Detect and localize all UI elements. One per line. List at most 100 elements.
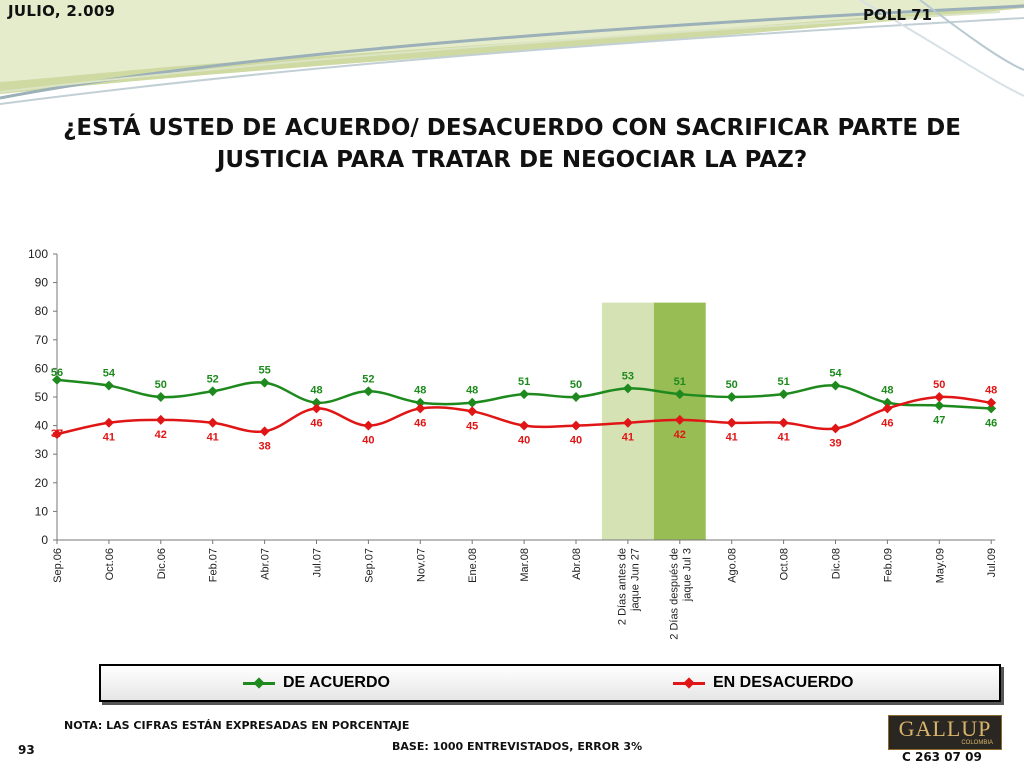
y-tick-label: 80 — [35, 304, 49, 318]
data-label-de-acuerdo: 53 — [622, 370, 634, 382]
data-label-en-desacuerdo: 46 — [881, 417, 893, 429]
page-number: 93 — [18, 743, 35, 757]
y-tick-label: 50 — [35, 390, 49, 404]
x-tick-label: Abr.08 — [571, 548, 583, 580]
legend-marker-en-desacuerdo — [673, 681, 705, 685]
data-label-en-desacuerdo: 37 — [51, 428, 63, 440]
y-tick-label: 100 — [28, 247, 48, 261]
data-label-de-acuerdo: 54 — [103, 368, 116, 380]
data-point-de-acuerdo — [830, 380, 841, 391]
y-tick-label: 40 — [35, 419, 49, 433]
data-label-en-desacuerdo: 46 — [414, 417, 426, 429]
data-point-en-desacuerdo — [207, 417, 218, 428]
data-label-en-desacuerdo: 41 — [622, 432, 634, 444]
data-label-en-desacuerdo: 41 — [103, 432, 115, 444]
data-point-de-acuerdo — [259, 377, 270, 388]
y-tick-label: 10 — [35, 504, 49, 518]
x-tick-label: Jul.09 — [986, 548, 998, 577]
data-label-en-desacuerdo: 46 — [310, 417, 322, 429]
data-point-en-desacuerdo — [311, 403, 322, 414]
footnote: NOTA: LAS CIFRAS ESTÁN EXPRESADAS EN POR… — [64, 719, 410, 732]
data-point-en-desacuerdo — [155, 414, 166, 425]
data-point-de-acuerdo — [571, 392, 581, 402]
data-point-en-desacuerdo — [467, 406, 478, 417]
data-label-en-desacuerdo: 41 — [726, 432, 738, 444]
x-tick-label: Dic.08 — [831, 548, 843, 579]
y-tick-label: 0 — [41, 533, 48, 547]
data-label-en-desacuerdo: 45 — [466, 420, 478, 432]
x-tick-label: Ago.08 — [727, 548, 739, 583]
data-point-de-acuerdo — [467, 397, 478, 408]
data-point-en-desacuerdo — [986, 397, 997, 408]
data-label-de-acuerdo: 47 — [933, 415, 945, 427]
data-point-en-desacuerdo — [571, 420, 581, 431]
data-label-de-acuerdo: 48 — [466, 385, 478, 397]
y-tick-label: 30 — [35, 447, 49, 461]
data-label-de-acuerdo: 48 — [414, 385, 426, 397]
data-point-de-acuerdo — [934, 400, 945, 411]
y-tick-label: 90 — [35, 276, 49, 290]
x-tick-label: Sep.07 — [363, 548, 375, 583]
data-point-de-acuerdo — [986, 403, 997, 414]
data-label-en-desacuerdo: 42 — [155, 429, 167, 441]
x-tick-label: Feb.07 — [208, 548, 220, 582]
legend-item-en-desacuerdo: EN DESACUERDO — [673, 672, 853, 694]
data-point-de-acuerdo — [155, 392, 166, 402]
data-label-de-acuerdo: 52 — [362, 373, 374, 385]
data-label-de-acuerdo: 51 — [777, 376, 789, 388]
x-tick-label: Abr.07 — [260, 548, 272, 580]
x-tick-label: 2 Días antes de — [616, 548, 628, 625]
data-label-en-desacuerdo: 42 — [674, 429, 686, 441]
data-point-en-desacuerdo — [882, 403, 893, 414]
data-point-en-desacuerdo — [934, 392, 945, 402]
data-label-de-acuerdo: 48 — [881, 385, 893, 397]
data-point-de-acuerdo — [882, 397, 893, 408]
data-label-de-acuerdo: 54 — [829, 368, 842, 380]
data-point-de-acuerdo — [103, 380, 114, 391]
x-tick-label: Nov.07 — [415, 548, 427, 582]
x-tick-label: Jul.07 — [312, 548, 324, 577]
legend-label-de-acuerdo: DE ACUERDO — [283, 674, 390, 691]
x-tick-label: Sep.06 — [52, 548, 64, 583]
data-label-de-acuerdo: 55 — [258, 365, 270, 377]
data-label-de-acuerdo: 48 — [310, 385, 322, 397]
data-point-en-desacuerdo — [778, 417, 789, 428]
data-point-de-acuerdo — [363, 386, 374, 397]
data-point-de-acuerdo — [674, 389, 685, 400]
legend-item-de-acuerdo: DE ACUERDO — [243, 672, 390, 694]
legend-marker-de-acuerdo — [243, 681, 275, 685]
data-point-de-acuerdo — [415, 397, 426, 408]
data-point-de-acuerdo — [726, 392, 737, 402]
data-label-de-acuerdo: 51 — [674, 376, 686, 388]
data-label-de-acuerdo: 46 — [985, 417, 997, 429]
y-tick-label: 70 — [35, 333, 49, 347]
data-point-en-desacuerdo — [259, 426, 270, 437]
data-point-en-desacuerdo — [415, 403, 426, 414]
data-label-en-desacuerdo: 40 — [362, 435, 374, 447]
data-label-de-acuerdo: 50 — [570, 379, 582, 391]
data-point-en-desacuerdo — [103, 417, 114, 428]
data-point-en-desacuerdo — [622, 417, 633, 428]
x-tick-label: jaque Jun 27 — [629, 548, 641, 612]
data-label-de-acuerdo: 56 — [51, 367, 63, 379]
x-tick-label: Mar.08 — [519, 548, 531, 582]
x-tick-label: 2 Días después de — [668, 548, 680, 640]
line-chart: 0 10 20 30 40 50 60 70 80 90 100 Sep.06 Oct.06 Dic.06… — [28, 247, 998, 640]
data-label-en-desacuerdo: 38 — [258, 440, 270, 452]
x-tick-label: Ene.08 — [467, 548, 479, 583]
data-point-en-desacuerdo — [726, 417, 737, 428]
data-point-de-acuerdo — [519, 389, 530, 400]
chart-title: ¿ESTÁ USTED DE ACUERDO/ DESACUERDO CON S… — [63, 115, 961, 173]
data-label-de-acuerdo: 50 — [155, 379, 167, 391]
data-point-en-desacuerdo — [830, 423, 841, 434]
data-label-de-acuerdo: 52 — [207, 373, 219, 385]
base-note: BASE: 1000 ENTREVISTADOS, ERROR 3% — [392, 740, 643, 753]
data-label-en-desacuerdo: 40 — [518, 435, 530, 447]
x-tick-label: Dic.06 — [156, 548, 168, 579]
document-code: C 263 07 09 — [902, 750, 982, 764]
data-point-de-acuerdo — [778, 389, 789, 400]
x-tick-label: May.09 — [934, 548, 946, 583]
x-tick-label: Feb.09 — [882, 548, 894, 582]
data-point-en-desacuerdo — [363, 420, 374, 431]
